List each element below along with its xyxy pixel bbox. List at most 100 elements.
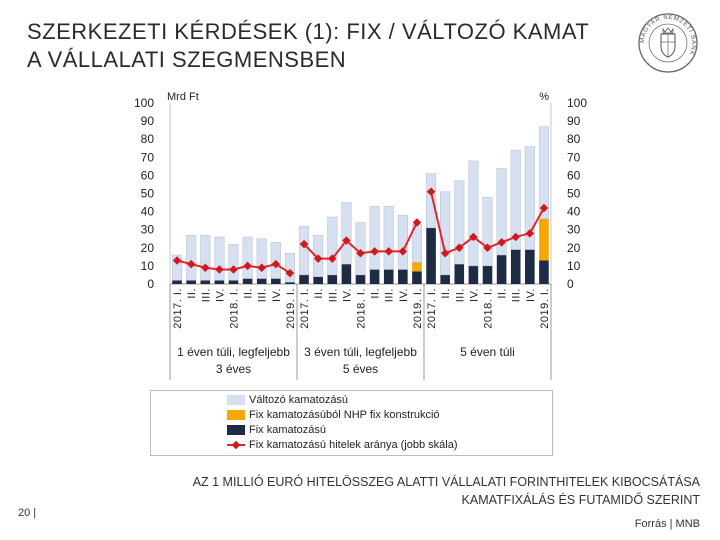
y-tick-left: 20 (141, 241, 155, 255)
bar-variable (524, 146, 535, 250)
bar-fixed (285, 282, 295, 284)
bar-fixed (271, 278, 281, 284)
bar-variable (341, 202, 352, 265)
y-tick-left: 50 (141, 187, 155, 201)
bar-fixed (369, 269, 380, 284)
y-axis-label-right: % (539, 91, 549, 103)
mnb-seal-logo: MAGYAR NEMZETI BANK (638, 13, 698, 73)
x-tick-label: 2017. I. (172, 288, 184, 329)
issuance-chart: 0 0 10 10 20 20 30 30 40 40 50 50 60 60 70 70 80 80 90 90 10… (134, 91, 587, 380)
share-point (412, 218, 422, 227)
legend-label-variable: Változó kamatozású (249, 394, 349, 406)
bar-fixed (412, 271, 422, 284)
y-tick-left: 0 (147, 277, 154, 291)
group-label: 5 éves (343, 362, 378, 376)
bar-variable (383, 205, 394, 270)
caption-line-1: AZ 1 MILLIÓ EURÓ HITELÖSSZEG ALATTI VÁLL… (192, 475, 700, 489)
y-tick-right: 30 (567, 223, 581, 237)
share-point (384, 247, 393, 256)
bar-fixed (525, 249, 535, 284)
share-point (215, 265, 224, 274)
bar-variable (242, 236, 253, 279)
bar-variable (284, 253, 295, 283)
x-tick-label: III. (200, 288, 212, 302)
chart-legend: Változó kamatozású Fix kamatozásúból NHP… (150, 390, 553, 456)
bar-variable (454, 180, 465, 265)
bar-fixed (172, 280, 182, 284)
share-point (497, 238, 506, 247)
bar-fixed (313, 276, 323, 284)
slide-title: SZERKEZETI KÉRDÉSEK (1): FIX / VÁLTOZÓ K… (27, 18, 589, 74)
bar-nhp (412, 262, 422, 272)
share-point (483, 243, 492, 253)
bar-fixed (496, 255, 507, 284)
bar-variable (200, 234, 211, 281)
x-tick-label: IV. (271, 288, 283, 302)
bar-fixed (383, 269, 394, 284)
x-tick-label: III. (511, 288, 523, 302)
x-tick-label: II. (313, 288, 325, 299)
y-tick-right: 90 (567, 114, 581, 128)
y-tick-right: 0 (567, 277, 574, 291)
x-tick-label: 2018. I. (356, 288, 368, 329)
y-tick-left: 10 (141, 259, 155, 273)
bar-fixed (242, 278, 253, 284)
share-point (342, 236, 351, 245)
y-tick-left: 40 (141, 205, 155, 219)
bar-fixed (200, 280, 211, 284)
share-point (243, 261, 252, 271)
bar-variable (172, 254, 183, 281)
chart-caption: AZ 1 MILLIÓ EURÓ HITELÖSSZEG ALATTI VÁLL… (100, 473, 700, 509)
group-label: 1 éven túli, legfeljebb (177, 345, 290, 359)
caption-line-2: KAMATFIXÁLÁS ÉS FUTAMIDŐ SZERINT (461, 493, 700, 507)
group-label: 5 éven túli (460, 345, 515, 359)
y-tick-left: 80 (141, 132, 155, 146)
y-tick-right: 20 (567, 241, 581, 255)
x-tick-label: 2018. I. (483, 288, 495, 329)
bar-fixed (256, 278, 267, 284)
x-tick-label: 2019. I. (539, 288, 551, 329)
bar-fixed (214, 280, 225, 284)
bar-variable (440, 191, 451, 276)
share-point (440, 248, 450, 258)
bar-variable (426, 173, 437, 229)
x-tick-label: III. (454, 288, 466, 302)
x-tick-label: II. (440, 288, 452, 299)
x-tick-label: II. (370, 288, 382, 299)
y-tick-left: 100 (134, 96, 154, 110)
x-tick-label: IV. (468, 288, 480, 302)
x-tick-label: 2019. I. (412, 288, 424, 329)
bar-fixed (355, 274, 366, 284)
bar-fixed (440, 274, 450, 284)
x-tick-label: IV. (214, 288, 226, 302)
bar-variable (355, 222, 366, 276)
bar-fixed (186, 280, 196, 284)
x-tick-label: III. (327, 288, 339, 302)
x-tick-label: 2017. I. (299, 288, 311, 329)
share-point (313, 254, 323, 263)
bar-variable (256, 238, 267, 279)
y-tick-right: 50 (567, 187, 581, 201)
share-point (525, 229, 535, 238)
page-number: 20 | (18, 507, 37, 519)
bar-fixed (398, 269, 408, 284)
share-point (469, 232, 478, 242)
y-tick-left: 90 (141, 114, 155, 128)
bar-fixed (299, 274, 309, 284)
x-tick-label: 2018. I. (229, 288, 241, 329)
bar-variable (510, 149, 521, 250)
title-line-1: SZERKEZETI KÉRDÉSEK (1): FIX / VÁLTOZÓ K… (27, 19, 590, 44)
share-point (257, 263, 266, 272)
bar-variable (369, 205, 380, 270)
y-axis-label-left: Mrd Ft (167, 91, 199, 103)
share-point (229, 265, 238, 274)
y-tick-right: 10 (567, 259, 581, 273)
bar-fixed (510, 249, 521, 284)
bar-fixed (327, 274, 338, 284)
y-tick-right: 40 (567, 205, 581, 219)
share-point (398, 247, 408, 256)
legend-swatch-variable (227, 395, 245, 405)
bar-variable (468, 160, 479, 267)
y-tick-left: 70 (141, 150, 155, 164)
bar-variable (482, 196, 493, 267)
